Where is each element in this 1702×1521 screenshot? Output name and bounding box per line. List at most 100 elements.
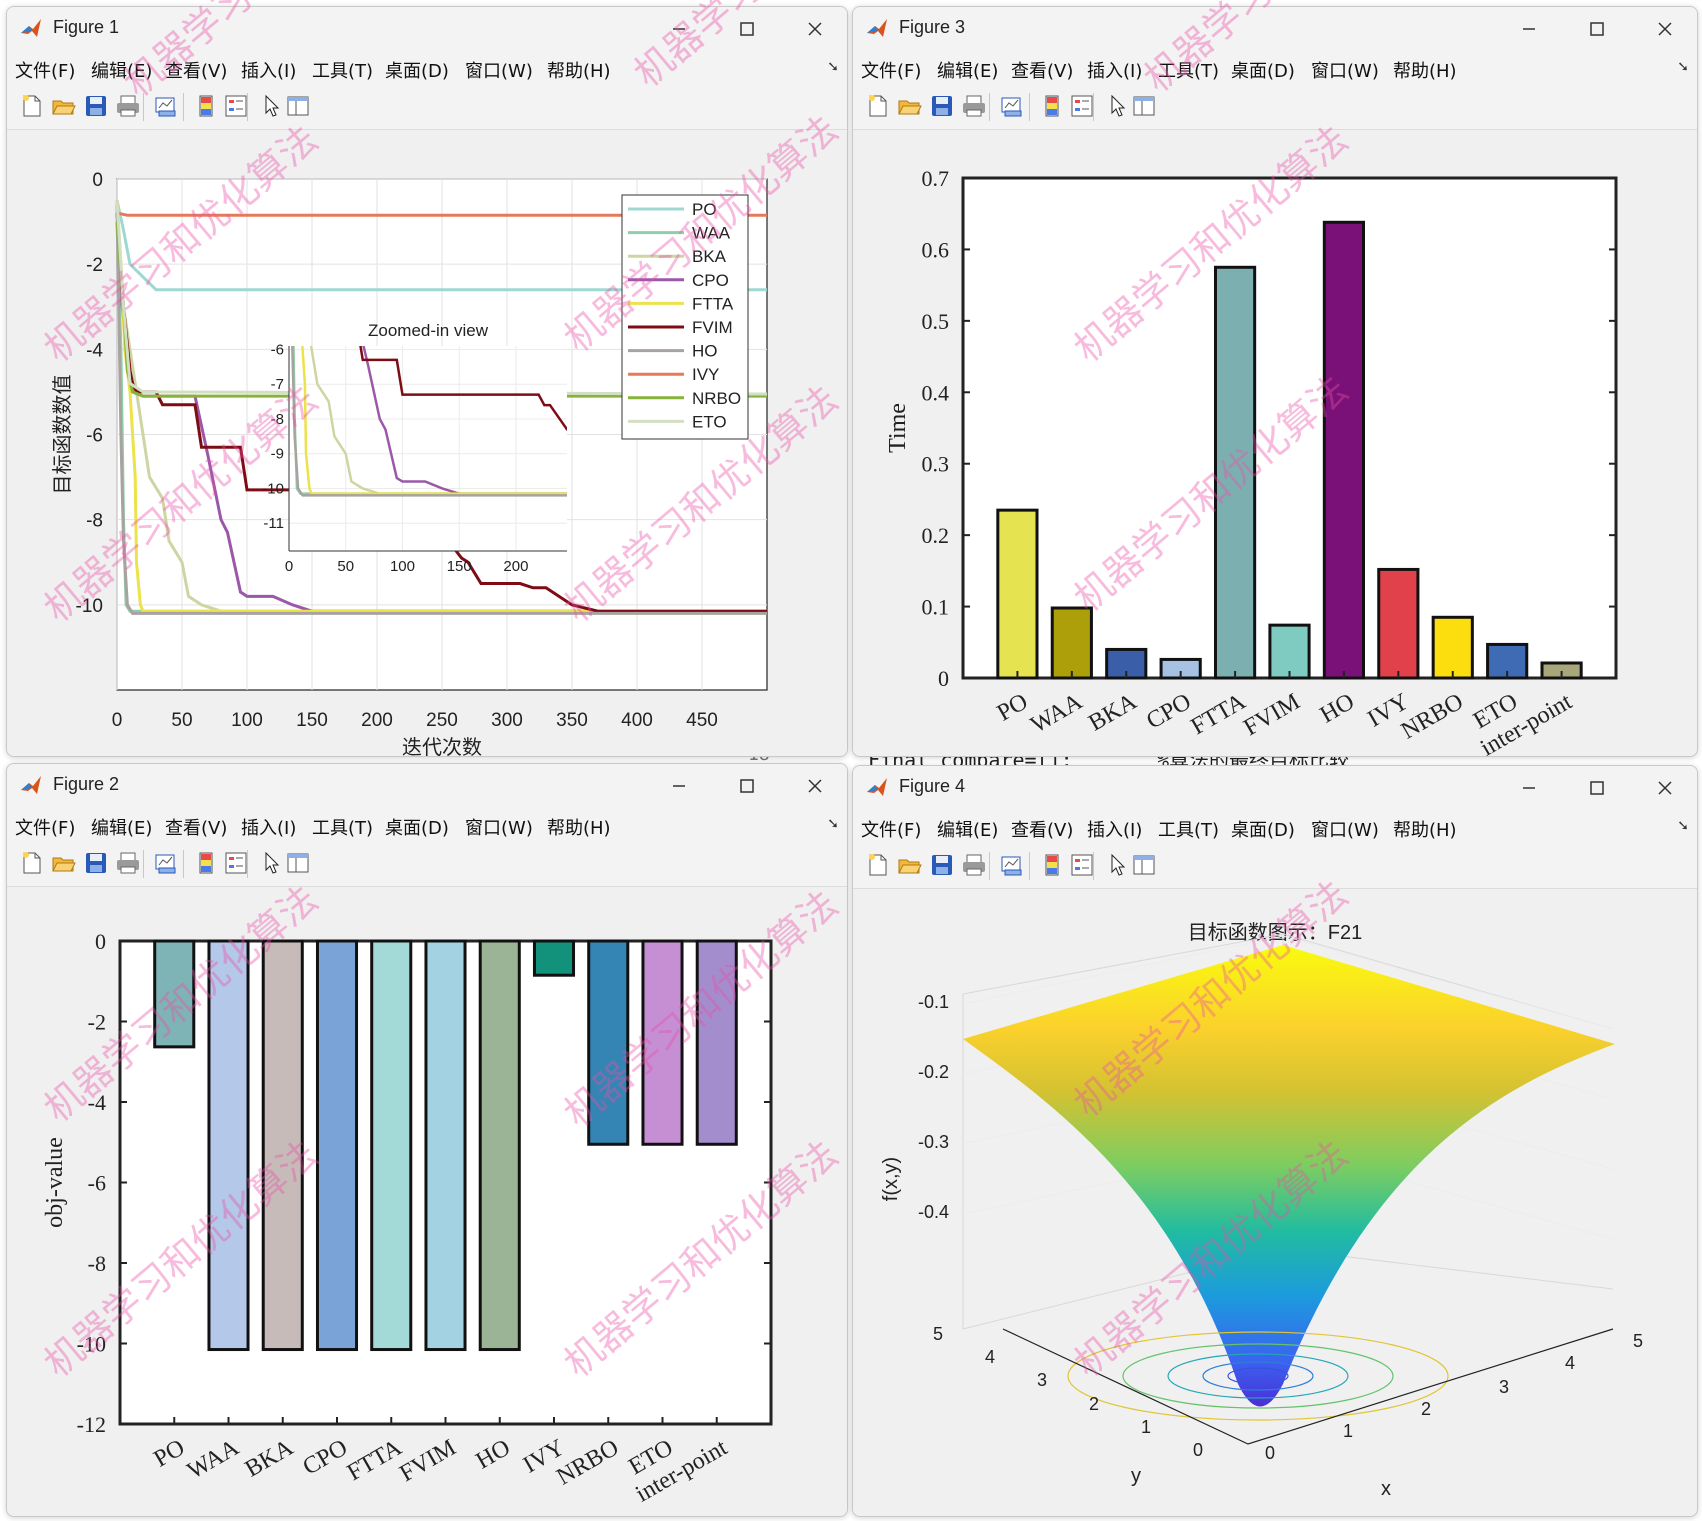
y-axis-label: Time — [885, 403, 911, 453]
pointer-icon[interactable] — [1105, 852, 1131, 878]
new-file-icon[interactable] — [865, 852, 891, 878]
new-file-icon[interactable] — [19, 93, 45, 119]
menu-insert[interactable]: 插入(I) — [241, 61, 297, 82]
minimize-button[interactable] — [1501, 11, 1557, 47]
save-icon[interactable] — [929, 852, 955, 878]
menubar-dock-arrow-icon[interactable]: ➘ — [1677, 59, 1689, 75]
link-plot-icon[interactable] — [999, 93, 1025, 119]
menu-tools[interactable]: 工具(T) — [1158, 61, 1220, 82]
menu-insert[interactable]: 插入(I) — [241, 818, 297, 839]
menu-desktop[interactable]: 桌面(D) — [1231, 61, 1295, 82]
menu-file[interactable]: 文件(F) — [861, 820, 922, 841]
save-icon[interactable] — [83, 850, 109, 876]
bar-eto — [641, 939, 684, 1146]
menubar-dock-arrow-icon[interactable]: ➘ — [827, 816, 839, 832]
link-plot-icon[interactable] — [153, 93, 179, 119]
menu-window[interactable]: 窗口(W) — [465, 61, 533, 82]
save-icon[interactable] — [83, 93, 109, 119]
minimize-button[interactable] — [651, 11, 707, 47]
colorbar-icon[interactable] — [1039, 852, 1065, 878]
menu-desktop[interactable]: 桌面(D) — [385, 818, 449, 839]
legend-icon[interactable] — [223, 93, 249, 119]
property-editor-icon[interactable] — [1131, 93, 1157, 119]
print-icon[interactable] — [115, 850, 141, 876]
menu-help[interactable]: 帮助(H) — [1393, 61, 1457, 82]
maximize-button[interactable] — [1569, 11, 1625, 47]
figure2-titlebar[interactable]: Figure 2 — [7, 764, 847, 808]
minimize-button[interactable] — [1501, 770, 1557, 806]
colorbar-icon[interactable] — [1039, 93, 1065, 119]
figure1-titlebar[interactable]: Figure 1 — [7, 7, 847, 51]
bar-po — [996, 508, 1039, 680]
menu-edit[interactable]: 编辑(E) — [91, 61, 153, 82]
menu-tools[interactable]: 工具(T) — [312, 818, 374, 839]
menu-edit[interactable]: 编辑(E) — [91, 818, 153, 839]
print-icon[interactable] — [115, 93, 141, 119]
convergence-chart[interactable]: 0 50 100 150 200 250 300 350 400 450 0 -2 -4 -6 -8 -10 迭… — [7, 130, 847, 756]
new-file-icon[interactable] — [19, 850, 45, 876]
open-folder-icon[interactable] — [897, 852, 923, 878]
figure3-window[interactable]: Figure 3 文件(F) 编辑(E) 查看(V) 插入(I) 工具(T) 桌… — [852, 6, 1698, 757]
print-icon[interactable] — [961, 93, 987, 119]
menu-view[interactable]: 查看(V) — [165, 61, 228, 82]
close-button[interactable] — [787, 768, 843, 804]
print-icon[interactable] — [961, 852, 987, 878]
menu-file[interactable]: 文件(F) — [15, 61, 76, 82]
menu-help[interactable]: 帮助(H) — [1393, 820, 1457, 841]
close-button[interactable] — [1637, 11, 1693, 47]
menu-file[interactable]: 文件(F) — [861, 61, 922, 82]
menu-insert[interactable]: 插入(I) — [1087, 61, 1143, 82]
menu-window[interactable]: 窗口(W) — [1311, 820, 1379, 841]
minimize-button[interactable] — [651, 768, 707, 804]
menu-help[interactable]: 帮助(H) — [547, 818, 611, 839]
maximize-button[interactable] — [719, 11, 775, 47]
pointer-icon[interactable] — [259, 850, 285, 876]
menu-view[interactable]: 查看(V) — [1011, 61, 1074, 82]
close-button[interactable] — [787, 11, 843, 47]
menu-edit[interactable]: 编辑(E) — [937, 61, 999, 82]
menu-window[interactable]: 窗口(W) — [1311, 61, 1379, 82]
legend-icon[interactable] — [1069, 93, 1095, 119]
figure1-window[interactable]: Figure 1 文件(F) 编辑(E) 查看(V) 插入(I) 工具(T) 桌… — [6, 6, 848, 757]
new-file-icon[interactable] — [865, 93, 891, 119]
menubar-dock-arrow-icon[interactable]: ➘ — [1677, 818, 1689, 834]
menu-tools[interactable]: 工具(T) — [312, 61, 374, 82]
figure3-titlebar[interactable]: Figure 3 — [853, 7, 1697, 51]
pointer-icon[interactable] — [1105, 93, 1131, 119]
colorbar-icon[interactable] — [193, 850, 219, 876]
figure4-titlebar[interactable]: Figure 4 — [853, 766, 1697, 810]
open-folder-icon[interactable] — [51, 850, 77, 876]
maximize-button[interactable] — [1569, 770, 1625, 806]
legend-icon[interactable] — [223, 850, 249, 876]
property-editor-icon[interactable] — [285, 850, 311, 876]
menubar-dock-arrow-icon[interactable]: ➘ — [827, 59, 839, 75]
menu-help[interactable]: 帮助(H) — [547, 61, 611, 82]
maximize-button[interactable] — [719, 768, 775, 804]
z-grid-line — [962, 935, 1614, 1030]
link-plot-icon[interactable] — [153, 850, 179, 876]
menu-tools[interactable]: 工具(T) — [1158, 820, 1220, 841]
menu-desktop[interactable]: 桌面(D) — [1231, 820, 1295, 841]
menu-insert[interactable]: 插入(I) — [1087, 820, 1143, 841]
property-editor-icon[interactable] — [1131, 852, 1157, 878]
colorbar-icon[interactable] — [193, 93, 219, 119]
legend-icon[interactable] — [1069, 852, 1095, 878]
link-plot-icon[interactable] — [999, 852, 1025, 878]
menu-edit[interactable]: 编辑(E) — [937, 820, 999, 841]
save-icon[interactable] — [929, 93, 955, 119]
close-button[interactable] — [1637, 770, 1693, 806]
property-editor-icon[interactable] — [285, 93, 311, 119]
menu-window[interactable]: 窗口(W) — [465, 818, 533, 839]
open-folder-icon[interactable] — [51, 93, 77, 119]
surface-plot[interactable]: 目标函数图示：F21 -0.1 -0.2 -0.3 -0.4 0 1 2 3 4 5 0 1 2 3 4 5 y x… — [853, 889, 1697, 1516]
open-folder-icon[interactable] — [897, 93, 923, 119]
menu-view[interactable]: 查看(V) — [165, 818, 228, 839]
menu-view[interactable]: 查看(V) — [1011, 820, 1074, 841]
figure4-window[interactable]: Figure 4 文件(F) 编辑(E) 查看(V) 插入(I) 工具(T) 桌… — [852, 765, 1698, 1517]
pointer-icon[interactable] — [259, 93, 285, 119]
menu-desktop[interactable]: 桌面(D) — [385, 61, 449, 82]
figure2-window[interactable]: Figure 2 文件(F) 编辑(E) 查看(V) 插入(I) 工具(T) 桌… — [6, 763, 848, 1517]
menu-file[interactable]: 文件(F) — [15, 818, 76, 839]
